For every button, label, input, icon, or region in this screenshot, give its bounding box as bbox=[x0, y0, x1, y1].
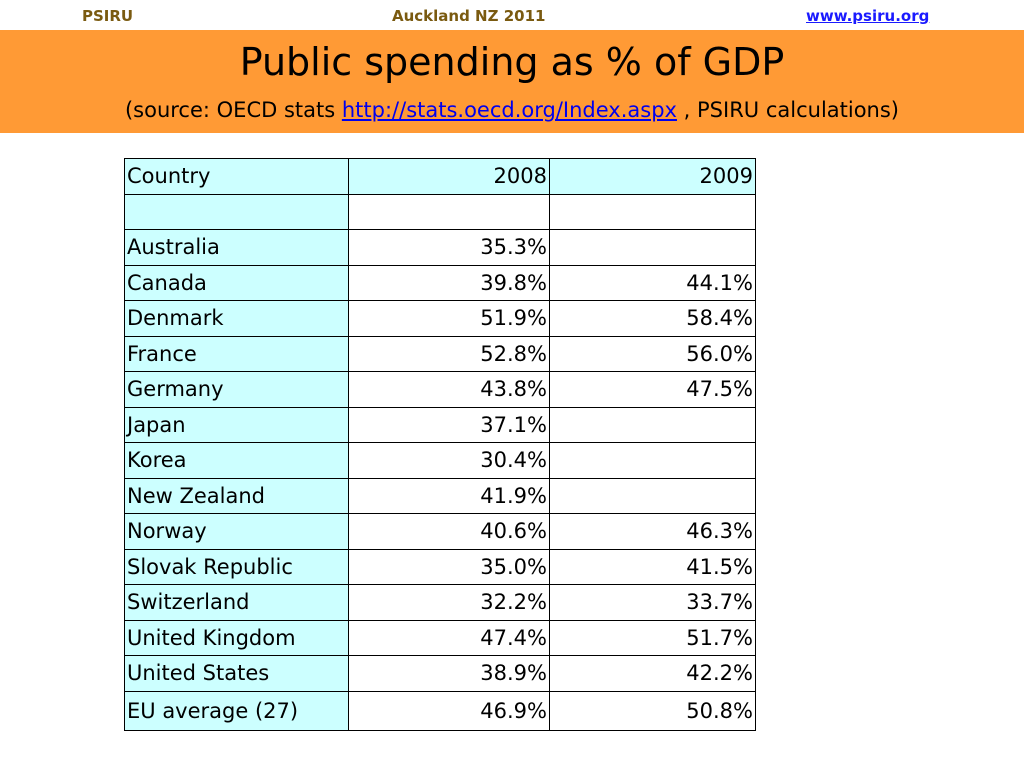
value-2008-cell: 43.8% bbox=[348, 371, 550, 408]
page-title: Public spending as % of GDP bbox=[239, 40, 785, 84]
value-2009-cell: 58.4% bbox=[549, 300, 756, 337]
value-2008-cell: 30.4% bbox=[348, 442, 550, 479]
spending-table: Country 2008 2009 Australia 35.3% Canada 3… bbox=[124, 158, 756, 731]
table-row: United Kingdom 47.4% 51.7% bbox=[124, 619, 756, 656]
value-2008-cell: 40.6% bbox=[348, 513, 550, 550]
country-cell: Norway bbox=[124, 513, 349, 550]
value-2009-cell: 50.8% bbox=[549, 690, 756, 731]
value-2008-cell: 51.9% bbox=[348, 300, 550, 337]
value-2009-cell: 56.0% bbox=[549, 335, 756, 372]
value-2009-cell: 46.3% bbox=[549, 513, 756, 550]
country-cell: Australia bbox=[124, 229, 349, 266]
country-cell: Germany bbox=[124, 371, 349, 408]
country-cell: Switzerland bbox=[124, 584, 349, 621]
value-2008-cell: 35.3% bbox=[348, 229, 550, 266]
value-2009-cell: 42.2% bbox=[549, 655, 756, 692]
value-2009-cell: 47.5% bbox=[549, 371, 756, 408]
header-country: Country bbox=[124, 158, 349, 195]
header-website-link[interactable]: www.psiru.org bbox=[806, 7, 930, 25]
header-event-label: Auckland NZ 2011 bbox=[392, 7, 546, 25]
country-cell: United States bbox=[124, 655, 349, 692]
table-row: Australia 35.3% bbox=[124, 229, 756, 266]
value-2008-cell: 41.9% bbox=[348, 477, 550, 514]
subtitle-prefix: (source: OECD stats bbox=[124, 98, 342, 122]
value-2008-cell: 37.1% bbox=[348, 406, 550, 443]
value-2009-cell bbox=[549, 442, 756, 479]
country-cell: New Zealand bbox=[124, 477, 349, 514]
value-2009-cell bbox=[549, 477, 756, 514]
country-cell: Japan bbox=[124, 406, 349, 443]
value-2008-cell: 39.8% bbox=[348, 264, 550, 301]
value-2009-cell: 41.5% bbox=[549, 548, 756, 585]
country-cell: EU average (27) bbox=[124, 690, 349, 731]
table-row: Norway 40.6% 46.3% bbox=[124, 513, 756, 550]
table-row: Korea 30.4% bbox=[124, 442, 756, 479]
value-2009-cell: 44.1% bbox=[549, 264, 756, 301]
header-org-label: PSIRU bbox=[82, 7, 134, 25]
header-2009: 2009 bbox=[549, 158, 756, 195]
value-2009-cell bbox=[549, 193, 756, 230]
table-row: Slovak Republic 35.0% 41.5% bbox=[124, 548, 756, 585]
table-row bbox=[124, 193, 756, 230]
table-header-row: Country 2008 2009 bbox=[124, 158, 756, 195]
value-2009-cell: 33.7% bbox=[549, 584, 756, 621]
value-2008-cell bbox=[348, 193, 550, 230]
table-row: Japan 37.1% bbox=[124, 406, 756, 443]
table-row: Canada 39.8% 44.1% bbox=[124, 264, 756, 301]
subtitle-suffix: , PSIRU calculations) bbox=[676, 98, 900, 122]
country-cell: Canada bbox=[124, 264, 349, 301]
value-2008-cell: 46.9% bbox=[348, 690, 550, 731]
country-cell bbox=[124, 193, 349, 230]
country-cell: United Kingdom bbox=[124, 619, 349, 656]
country-cell: Slovak Republic bbox=[124, 548, 349, 585]
value-2008-cell: 52.8% bbox=[348, 335, 550, 372]
table-row: United States 38.9% 42.2% bbox=[124, 655, 756, 692]
country-cell: France bbox=[124, 335, 349, 372]
table-row: Switzerland 32.2% 33.7% bbox=[124, 584, 756, 621]
title-banner: Public spending as % of GDP (source: OEC… bbox=[0, 30, 1024, 133]
value-2009-cell bbox=[549, 229, 756, 266]
table-row: France 52.8% 56.0% bbox=[124, 335, 756, 372]
header-2008: 2008 bbox=[348, 158, 550, 195]
source-link[interactable]: http://stats.oecd.org/Index.aspx bbox=[341, 98, 677, 122]
table-row: EU average (27) 46.9% 50.8% bbox=[124, 690, 756, 731]
country-cell: Denmark bbox=[124, 300, 349, 337]
value-2008-cell: 38.9% bbox=[348, 655, 550, 692]
table-row: New Zealand 41.9% bbox=[124, 477, 756, 514]
value-2008-cell: 35.0% bbox=[348, 548, 550, 585]
top-bar: PSIRU Auckland NZ 2011 www.psiru.org bbox=[0, 0, 1024, 30]
table-row: Germany 43.8% 47.5% bbox=[124, 371, 756, 408]
value-2008-cell: 32.2% bbox=[348, 584, 550, 621]
page-subtitle: (source: OECD stats http://stats.oecd.or… bbox=[0, 98, 1024, 122]
value-2009-cell: 51.7% bbox=[549, 619, 756, 656]
value-2009-cell bbox=[549, 406, 756, 443]
country-cell: Korea bbox=[124, 442, 349, 479]
table-row: Denmark 51.9% 58.4% bbox=[124, 300, 756, 337]
value-2008-cell: 47.4% bbox=[348, 619, 550, 656]
